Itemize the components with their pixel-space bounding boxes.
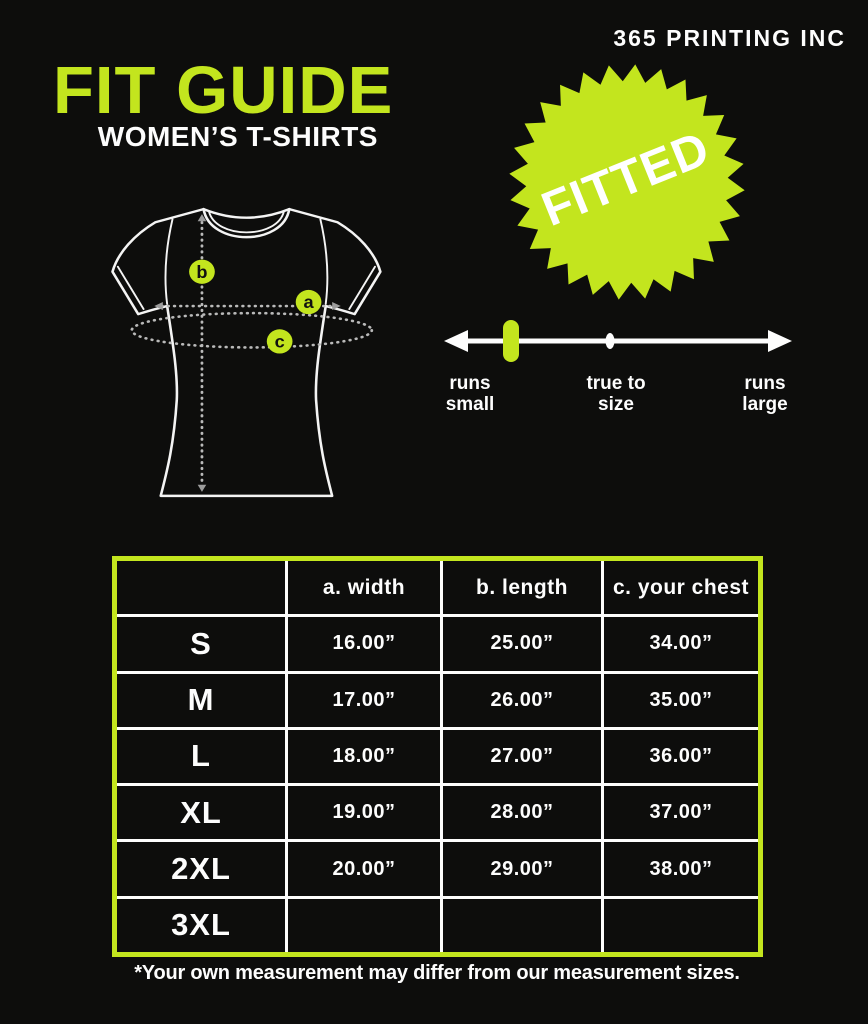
arrow-left-icon	[444, 330, 468, 352]
size-label: 3XL	[117, 898, 285, 952]
page-title: FIT GUIDE	[53, 53, 394, 128]
marker-b-icon: b	[189, 259, 215, 284]
length-value	[443, 898, 601, 952]
header-cell-chest: c. your chest	[604, 561, 758, 615]
length-value: 28.00”	[443, 786, 601, 840]
chest-value: 34.00”	[604, 617, 758, 671]
svg-text:b: b	[196, 262, 207, 281]
footnote: *Your own measurement may differ from ou…	[134, 962, 740, 984]
fit-scale-arrow-icon	[444, 320, 792, 362]
width-value: 17.00”	[288, 673, 440, 727]
header-cell-width: a. width	[288, 561, 440, 615]
header-cell-blank	[117, 561, 285, 615]
tshirt-diagram: b a c	[105, 196, 405, 511]
fitted-badge: FITTED	[506, 61, 748, 303]
width-value: 19.00”	[288, 786, 440, 840]
chest-value: 35.00”	[604, 673, 758, 727]
svg-text:a: a	[304, 293, 314, 312]
brand-name: 365 PRINTING INC	[613, 25, 846, 51]
fit-scale	[436, 318, 800, 366]
page-subtitle: WOMEN’S T-SHIRTS	[97, 121, 378, 152]
length-value: 29.00”	[443, 842, 601, 896]
length-value: 26.00”	[443, 673, 601, 727]
chest-value: 38.00”	[604, 842, 758, 896]
arrow-right-icon	[768, 330, 792, 352]
width-value	[288, 898, 440, 952]
length-value: 25.00”	[443, 617, 601, 671]
chest-dotted-ellipse	[130, 311, 374, 349]
size-chart-table: a. width b. length c. your chest S 16.00…	[112, 556, 763, 957]
scale-label-runs-large: runs large	[742, 373, 788, 415]
width-value: 18.00”	[288, 729, 440, 784]
header-cell-length: b. length	[443, 561, 601, 615]
size-label: M	[117, 673, 285, 727]
center-tick-icon	[605, 333, 615, 349]
starburst-icon: FITTED	[509, 64, 745, 300]
scale-label-runs-small: runs small	[445, 373, 495, 415]
length-value: 27.00”	[443, 729, 601, 784]
size-label: L	[117, 729, 285, 784]
chest-value: 36.00”	[604, 729, 758, 784]
size-label: S	[117, 617, 285, 671]
scale-label-true-to-size: true to size	[586, 373, 646, 415]
chest-value	[604, 898, 758, 952]
width-value: 20.00”	[288, 842, 440, 896]
svg-text:c: c	[275, 332, 285, 351]
size-label: XL	[117, 786, 285, 840]
size-label: 2XL	[117, 842, 285, 896]
tshirt-outline-icon: b a c	[111, 207, 382, 498]
fit-position-marker	[503, 320, 519, 362]
width-value: 16.00”	[288, 617, 440, 671]
marker-a-icon: a	[295, 289, 322, 315]
chest-value: 37.00”	[604, 786, 758, 840]
marker-c-icon: c	[266, 329, 293, 354]
